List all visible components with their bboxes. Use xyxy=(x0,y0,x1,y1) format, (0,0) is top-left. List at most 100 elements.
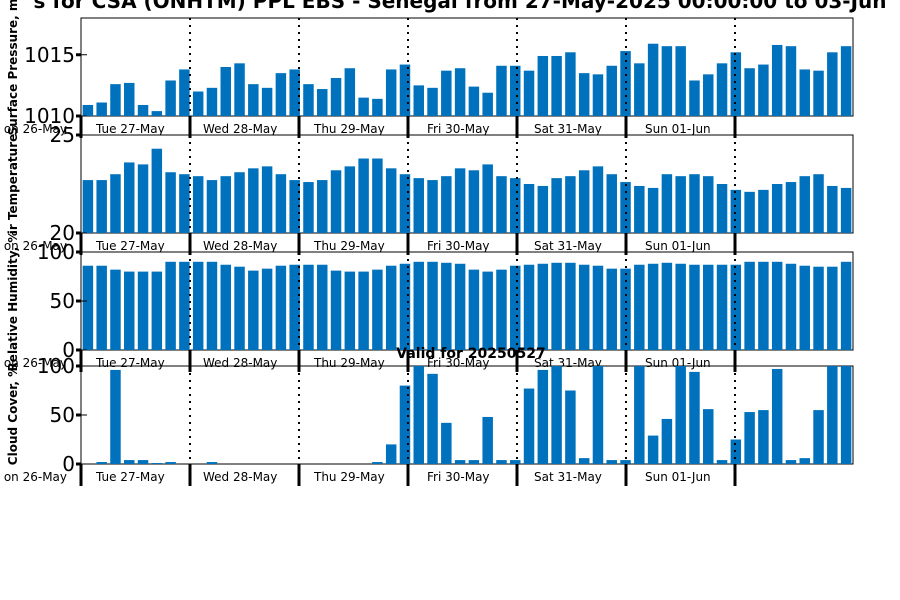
bar xyxy=(675,176,686,233)
figure-title: s for CSA (ONHTM) PPL EBS - Senegal from… xyxy=(33,0,886,13)
bar xyxy=(799,176,810,233)
bar xyxy=(358,271,369,350)
bar xyxy=(234,172,245,233)
panel-subtitle: Valid for 20250527 xyxy=(396,346,545,362)
bar xyxy=(317,89,328,116)
bar xyxy=(454,263,466,350)
bar xyxy=(661,418,673,464)
bar xyxy=(165,261,176,350)
y-axis-label: Cloud Cover, % xyxy=(6,365,20,465)
bar xyxy=(441,176,452,233)
bar xyxy=(179,174,190,233)
bar xyxy=(220,264,231,350)
bar xyxy=(730,264,742,350)
bar xyxy=(261,87,273,116)
bar xyxy=(179,69,190,116)
x-tick-label: Sun 01-Jun xyxy=(645,239,711,253)
bar xyxy=(358,97,369,117)
bar xyxy=(413,85,424,117)
bar xyxy=(372,158,383,233)
bar xyxy=(661,174,673,233)
bar xyxy=(192,261,204,350)
bar xyxy=(399,385,411,464)
bar xyxy=(372,269,383,350)
bar xyxy=(137,460,149,464)
bar xyxy=(758,189,769,233)
bar xyxy=(248,168,259,233)
y-axis-label: ir Temperature xyxy=(6,134,20,235)
bar xyxy=(427,180,438,233)
bar xyxy=(758,261,769,350)
bar xyxy=(827,266,838,350)
bar xyxy=(537,55,549,116)
bar xyxy=(827,52,838,116)
bar xyxy=(165,462,176,464)
bar xyxy=(151,111,163,116)
bar xyxy=(771,44,783,117)
bar xyxy=(647,435,659,464)
bar xyxy=(606,460,617,464)
bar xyxy=(523,264,535,350)
x-tick-label: Fri 30-May xyxy=(427,122,490,136)
y-axis-label: Relative Humidity, % xyxy=(6,231,20,372)
bar xyxy=(303,182,314,233)
bar xyxy=(799,458,810,464)
bar xyxy=(703,74,714,116)
bar xyxy=(289,180,300,233)
bar xyxy=(220,176,231,233)
bar xyxy=(647,43,659,117)
bar xyxy=(344,271,356,350)
bar xyxy=(799,265,810,350)
bar xyxy=(647,187,659,233)
y-tick-label: 50 xyxy=(50,403,75,427)
bar xyxy=(592,265,604,350)
bar xyxy=(454,168,466,233)
bar xyxy=(289,264,300,350)
bar xyxy=(716,460,728,464)
bar xyxy=(96,462,107,464)
bar xyxy=(730,52,742,116)
bar xyxy=(689,174,700,233)
bar xyxy=(661,262,673,350)
bar xyxy=(399,174,411,233)
bar xyxy=(496,176,507,233)
bar xyxy=(427,261,438,350)
bar xyxy=(317,264,328,350)
bar xyxy=(703,264,714,350)
bar xyxy=(206,180,218,233)
bar xyxy=(716,264,728,350)
x-tick-label: Thu 29-May xyxy=(313,122,385,136)
bar xyxy=(675,366,686,464)
y-tick-label: 20 xyxy=(50,221,75,245)
bar xyxy=(578,264,590,350)
x-tick-label: Sat 31-May xyxy=(534,122,602,136)
x-tick-label: Sun 01-Jun xyxy=(645,470,711,484)
bar xyxy=(454,68,466,116)
bar xyxy=(413,178,424,233)
y-tick-label: 100 xyxy=(37,240,75,264)
bar xyxy=(592,166,604,233)
bar xyxy=(206,87,218,116)
bar xyxy=(482,164,493,233)
bar xyxy=(537,185,549,233)
bar xyxy=(82,265,94,350)
bar xyxy=(551,366,562,464)
bar xyxy=(716,184,728,233)
bar xyxy=(496,460,507,464)
bar xyxy=(606,174,617,233)
bar xyxy=(468,460,480,464)
bar xyxy=(565,262,576,350)
x-tick-label: Wed 28-May xyxy=(203,122,277,136)
bar xyxy=(427,87,438,116)
bar xyxy=(344,166,356,233)
x-tick-label: Sat 31-May xyxy=(534,239,602,253)
bar xyxy=(634,63,645,116)
bar xyxy=(840,366,852,464)
bar xyxy=(785,182,797,233)
bar xyxy=(124,162,135,233)
bar xyxy=(124,82,135,116)
bar xyxy=(771,261,783,350)
x-tick-label: Fri 30-May xyxy=(427,470,490,484)
bar xyxy=(592,366,604,464)
bar xyxy=(427,373,438,464)
